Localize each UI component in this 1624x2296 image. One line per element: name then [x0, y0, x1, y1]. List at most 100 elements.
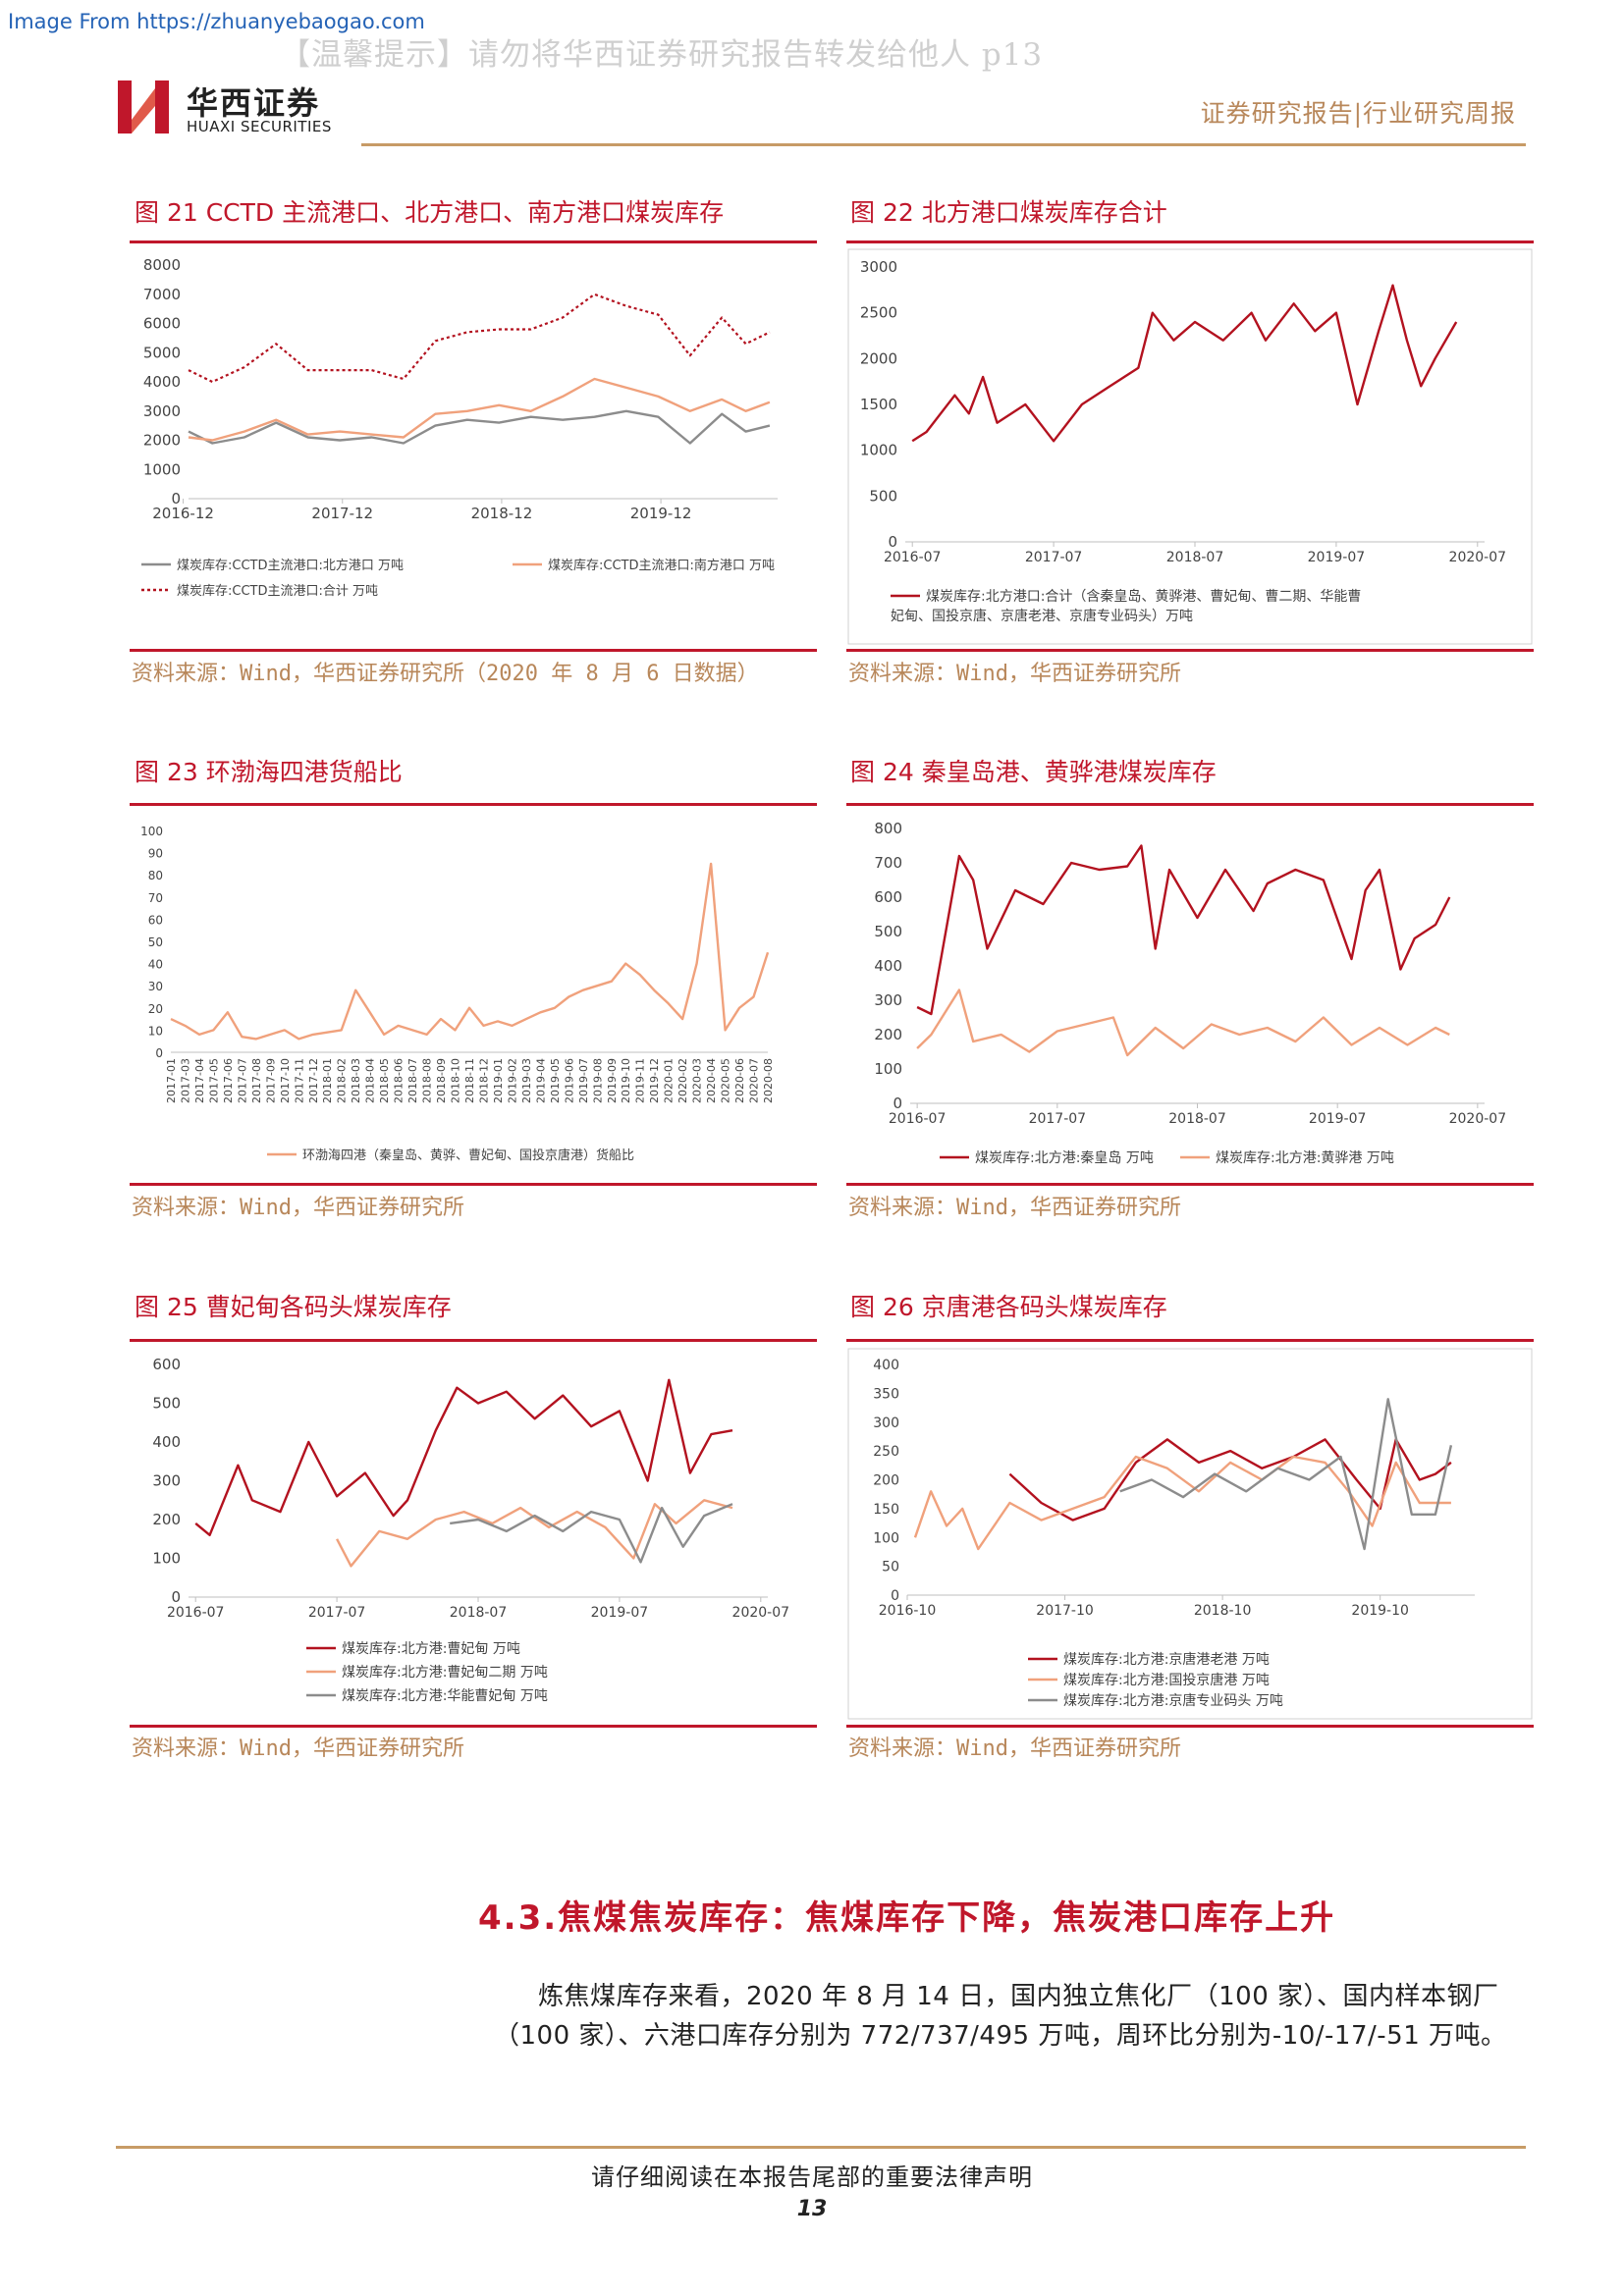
series-line-2 [913, 1455, 1451, 1551]
chart-frame [847, 1348, 1533, 1720]
x-tick-label: 2020-08 [762, 1058, 775, 1103]
x-tick-label: 2018-06 [393, 1058, 406, 1103]
series-line-1 [170, 862, 770, 1041]
x-tick-label: 2020-07 [732, 1605, 790, 1621]
fig21-source: 资料来源：Wind，华西证券研究所（2020 年 8 月 6 日数据） [132, 662, 759, 686]
series-line-1 [911, 284, 1458, 443]
x-tick-label: 2019-10 [620, 1058, 632, 1103]
legend-label-1: 煤炭库存:CCTD主流港口:北方港口 万吨 [177, 558, 404, 573]
y-tick-label: 5000 [143, 344, 181, 361]
x-tick-label: 2018-12 [471, 505, 533, 522]
logo-name-en: HUAXI SECURITIES [187, 118, 332, 135]
series-line-3 [188, 293, 771, 384]
x-tick-label: 2020-04 [705, 1058, 718, 1103]
x-tick-label: 2019-11 [634, 1058, 647, 1103]
y-tick-label: 50 [882, 1560, 899, 1575]
x-tick-label: 2018-12 [477, 1058, 490, 1103]
x-tick-label: 2020-01 [663, 1058, 676, 1103]
x-tick-label: 2018-11 [463, 1058, 476, 1103]
y-tick-label: 200 [873, 1473, 899, 1489]
fig25-chart: 0 100 200 300 400 500 600 2016-07 2017-07 2018-07… [130, 1345, 817, 1727]
x-tick-label: 2019-07 [577, 1058, 590, 1103]
x-tick-label: 2018-07 [406, 1058, 419, 1103]
x-tick-label: 2018-10 [1194, 1603, 1252, 1619]
legend-label-3: 煤炭库存:CCTD主流港口:合计 万吨 [177, 583, 378, 599]
y-tick-label: 200 [874, 1026, 902, 1043]
fig26-top-rule [846, 1339, 1534, 1342]
x-tick-label: 2019-07 [1309, 1111, 1367, 1127]
x-tick-label: 2017-08 [250, 1058, 263, 1103]
y-tick-label: 600 [874, 888, 902, 906]
x-tick-label: 2017-07 [1029, 1111, 1087, 1127]
x-tick-label: 2016-07 [167, 1605, 225, 1621]
y-tick-label: 200 [152, 1511, 181, 1528]
fig21-top-rule [130, 240, 817, 243]
x-tick-label: 2017-12 [307, 1058, 320, 1103]
x-tick-label: 2016-10 [879, 1603, 937, 1619]
x-tick-label: 2019-08 [591, 1058, 604, 1103]
x-tick-label: 2017-10 [1036, 1603, 1094, 1619]
y-tick-label: 100 [873, 1530, 899, 1546]
y-tick-label: 30 [148, 980, 163, 993]
y-tick-label: 80 [148, 869, 163, 882]
x-tick-label: 2019-04 [534, 1058, 547, 1103]
page-number: 13 [796, 2197, 828, 2221]
x-tick-label: 2017-07 [236, 1058, 248, 1103]
x-tick-label: 2017-05 [207, 1058, 220, 1103]
fig24-chart: 0 100 200 300 400 500 600 700 800 2016-07 2017-07 2… [846, 809, 1534, 1186]
y-tick-label: 400 [874, 957, 902, 975]
legend-label-1: 煤炭库存:北方港:京唐港老港 万吨 [1063, 1651, 1270, 1668]
logo-name-cn: 华西证券 [187, 84, 321, 122]
x-tick-label: 2018-02 [336, 1058, 349, 1103]
legal-notice: 请仔细阅读在本报告尾部的重要法律声明 [591, 2163, 1033, 2191]
fig24-bottom-rule [846, 1183, 1534, 1186]
y-tick-label: 4000 [143, 373, 181, 391]
report-type: 证券研究报告|行业研究周报 [1200, 99, 1516, 128]
y-tick-label: 100 [140, 825, 163, 838]
series-line-1 [194, 1378, 733, 1536]
source-url[interactable]: Image From https://zhuanyebaogao.com [8, 10, 425, 33]
fig22-bottom-rule [846, 649, 1534, 652]
y-tick-label: 350 [873, 1386, 899, 1402]
series-line-2 [916, 988, 1450, 1057]
series-line-3 [450, 1503, 733, 1564]
x-tick-label: 2018-07 [1166, 550, 1224, 565]
legend-label-3: 煤炭库存:北方港:京唐专业码头 万吨 [1063, 1692, 1283, 1709]
series-line-2 [188, 377, 771, 442]
body-paragraph-line-2: （100 家）、六港口库存分别为 772/737/495 万吨，周环比分别为-1… [494, 2021, 1507, 2051]
legend-label-2: 煤炭库存:北方港:黄骅港 万吨 [1216, 1149, 1394, 1166]
x-tick-label: 2018-09 [435, 1058, 448, 1103]
y-tick-label: 1000 [860, 442, 897, 459]
x-tick-label: 2017-10 [279, 1058, 292, 1103]
series-line-1 [188, 409, 771, 445]
y-tick-label: 100 [152, 1550, 181, 1568]
y-tick-label: 0 [171, 490, 181, 507]
fig24-title: 图 24 秦皇岛港、黄骅港煤炭库存 [850, 758, 1217, 786]
y-tick-label: 500 [869, 487, 897, 505]
fig26-chart: 0 50 100 150 200 250 300 350 400 2016-10 2017-10 20… [846, 1345, 1534, 1727]
y-tick-label: 6000 [143, 315, 181, 333]
x-tick-label: 2017-06 [222, 1058, 235, 1103]
x-tick-label: 2020-06 [733, 1058, 746, 1103]
x-tick-label: 2020-02 [677, 1058, 689, 1103]
x-tick-label: 2016-12 [152, 505, 214, 522]
y-tick-label: 100 [874, 1060, 902, 1078]
y-tick-label: 0 [155, 1046, 163, 1060]
x-tick-label: 2020-07 [1449, 1111, 1507, 1127]
y-tick-label: 50 [148, 935, 163, 949]
x-tick-label: 2018-07 [450, 1605, 508, 1621]
y-tick-label: 1500 [860, 396, 897, 413]
y-tick-label: 3000 [143, 402, 181, 420]
y-tick-label: 0 [893, 1095, 902, 1112]
x-tick-label: 2018-10 [450, 1058, 462, 1103]
legend-label-2: 煤炭库存:北方港:国投京唐港 万吨 [1063, 1672, 1270, 1688]
fig22-source: 资料来源：Wind，华西证券研究所 [848, 662, 1181, 686]
y-tick-label: 300 [152, 1472, 181, 1490]
fig25-title: 图 25 曹妃甸各码头煤炭库存 [135, 1293, 452, 1321]
x-tick-label: 2019-06 [563, 1058, 575, 1103]
y-tick-label: 150 [873, 1502, 899, 1518]
footer-divider [116, 2146, 1526, 2149]
y-tick-label: 400 [152, 1433, 181, 1451]
x-tick-label: 2019-01 [492, 1058, 505, 1103]
y-tick-label: 2000 [860, 349, 897, 367]
